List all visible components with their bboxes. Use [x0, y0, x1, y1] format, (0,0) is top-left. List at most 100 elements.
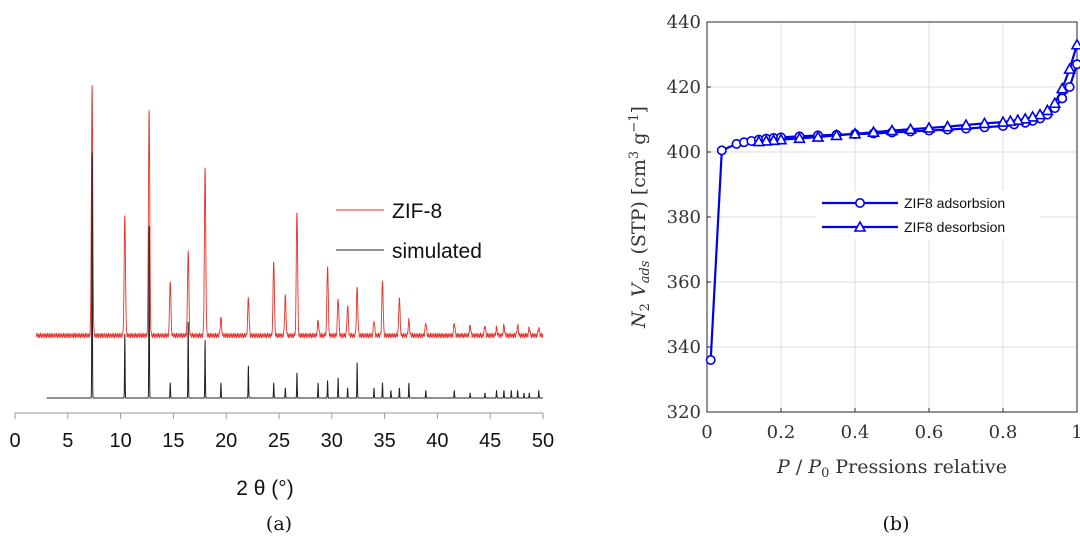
isotherm-point-adsorbsion [761, 133, 772, 144]
xrd-caption: (a) [266, 513, 292, 535]
isotherm-point-adsorbsion [1057, 93, 1068, 104]
isotherm-point-desorbsion [1004, 114, 1017, 126]
isotherm-point-adsorbsion [1064, 82, 1075, 93]
isotherm-grid [707, 22, 1077, 412]
isotherm-point-adsorbsion [1009, 119, 1020, 130]
isotherm-x-tick-label: 0.6 [915, 422, 944, 443]
isotherm-point-desorbsion [941, 120, 954, 132]
isotherm-x-tick-label: 0.8 [989, 422, 1018, 443]
xrd-series-group [35, 84, 544, 399]
isotherm-point-desorbsion [1070, 38, 1080, 50]
isotherm-x-tick-label: 0.4 [841, 422, 870, 443]
isotherm-point-adsorbsion [716, 145, 727, 156]
isotherm-point-desorbsion [848, 127, 862, 139]
xrd-x-tick-label: 15 [162, 430, 184, 452]
isotherm-point-desorbsion [867, 125, 880, 137]
isotherm-point-adsorbsion [1020, 117, 1031, 128]
isotherm-point-adsorbsion [886, 127, 897, 138]
isotherm-point-adsorbsion [979, 122, 990, 133]
isotherm-point-desorbsion [1033, 107, 1047, 120]
isotherm-point-adsorbsion [768, 133, 779, 144]
isotherm-y-tick-label: 340 [667, 337, 701, 358]
isotherm-point-adsorbsion [1072, 59, 1080, 70]
xrd-series-simulated [46, 152, 544, 399]
isotherm-point-adsorbsion [868, 128, 879, 139]
isotherm-point-adsorbsion [1049, 103, 1060, 114]
xrd-x-tick-label: 50 [532, 430, 554, 452]
isotherm-point-desorbsion [1026, 110, 1039, 122]
isotherm-point-desorbsion [1041, 103, 1054, 116]
isotherm-point-adsorbsion [831, 129, 842, 140]
xrd-x-tick-label: 35 [373, 430, 395, 452]
isotherm-point-adsorbsion [812, 130, 823, 141]
isotherm-point-desorbsion [811, 130, 825, 142]
xrd-legend: ZIF-8 simulated [336, 200, 482, 263]
isotherm-point-adsorbsion [731, 138, 742, 149]
isotherm-x-axis-label: P / P0 Pressions relative [776, 456, 1007, 481]
isotherm-point-desorbsion [759, 134, 773, 146]
isotherm-point-desorbsion [774, 133, 788, 145]
isotherm-point-desorbsion [830, 128, 843, 141]
isotherm-point-adsorbsion [746, 135, 757, 146]
xrd-x-tick-label: 20 [215, 430, 237, 452]
isotherm-legend-box [816, 191, 1041, 239]
isotherm-x-tick-label: 1 [1071, 422, 1080, 443]
isotherm-point-adsorbsion [753, 134, 764, 145]
isotherm-point-desorbsion [1063, 62, 1076, 74]
xrd-x-tick-label: 45 [479, 430, 501, 452]
isotherm-point-desorbsion [996, 115, 1010, 127]
isotherm-point-adsorbsion [960, 123, 971, 134]
isotherm-point-adsorbsion [849, 129, 860, 140]
isotherm-point-adsorbsion [794, 131, 805, 142]
isotherm-y-tick-label: 360 [667, 272, 701, 293]
isotherm-caption: (b) [883, 513, 910, 535]
xrd-x-tick-label: 0 [9, 430, 20, 452]
isotherm-point-adsorbsion [1042, 109, 1053, 120]
isotherm-y-tick-label: 400 [667, 142, 701, 163]
isotherm-point-adsorbsion [1027, 115, 1038, 126]
isotherm-x-tick-label: 0.2 [767, 422, 796, 443]
isotherm-x-tick-label: 0 [701, 422, 712, 443]
isotherm-y-tick-label: 320 [667, 402, 701, 423]
isotherm-y-tick-label: 440 [667, 12, 701, 33]
isotherm-point-desorbsion [885, 123, 899, 136]
xrd-legend-label-zif8: ZIF-8 [392, 200, 442, 223]
isotherm-legend-label-des: ZIF8 desorbsion [904, 219, 1005, 235]
isotherm-point-desorbsion [1048, 96, 1062, 109]
xrd-chart: 0 5 10 15 20 25 30 35 40 45 50 2 θ (°) ZIF-8 simul… [9, 84, 554, 535]
isotherm-series-group [705, 38, 1080, 365]
isotherm-point-desorbsion [922, 121, 936, 133]
xrd-x-tick-label: 5 [62, 430, 73, 452]
xrd-x-tick-label: 30 [321, 430, 343, 452]
isotherm-series-desorbsion [758, 44, 1079, 143]
isotherm-point-adsorbsion [905, 126, 916, 137]
xrd-series-zif8 [35, 84, 544, 339]
xrd-x-tick-label: 40 [426, 430, 448, 452]
isotherm-point-desorbsion [1055, 81, 1069, 94]
isotherm-point-desorbsion [978, 116, 991, 129]
isotherm-y-axis-label: N2 Vads (STP) [cm3 g−1] [627, 106, 653, 329]
isotherm-legend-marker-ads [854, 198, 865, 209]
isotherm-ticks: 0 0.2 0.4 0.6 0.8 1 320 340 360 380 400 420 440 [667, 12, 1080, 443]
isotherm-point-desorbsion [1018, 112, 1032, 124]
xrd-x-tick-label: 25 [268, 430, 290, 452]
isotherm-point-desorbsion [959, 118, 973, 130]
isotherm-y-tick-label: 380 [667, 207, 701, 228]
isotherm-point-desorbsion [1011, 113, 1025, 125]
isotherm-legend: ZIF8 adsorbsion ZIF8 desorbsion [816, 191, 1041, 239]
xrd-x-tick-label: 10 [109, 430, 131, 452]
xrd-x-ticks: 0 5 10 15 20 25 30 35 40 45 50 [9, 413, 554, 452]
isotherm-point-desorbsion [904, 122, 917, 135]
isotherm-point-adsorbsion [775, 132, 786, 143]
isotherm-point-adsorbsion [705, 354, 716, 365]
isotherm-point-adsorbsion [923, 125, 934, 136]
isotherm-legend-marker-des [853, 220, 867, 232]
isotherm-series-adsorbsion [709, 63, 1079, 361]
xrd-x-axis-label: 2 θ (°) [236, 477, 293, 500]
isotherm-point-desorbsion [752, 134, 766, 147]
isotherm-y-tick-label: 420 [667, 77, 701, 98]
isotherm-point-adsorbsion [1035, 113, 1046, 124]
isotherm-point-desorbsion [767, 133, 780, 146]
isotherm-point-adsorbsion [942, 124, 953, 135]
isotherm-point-adsorbsion [738, 137, 749, 148]
